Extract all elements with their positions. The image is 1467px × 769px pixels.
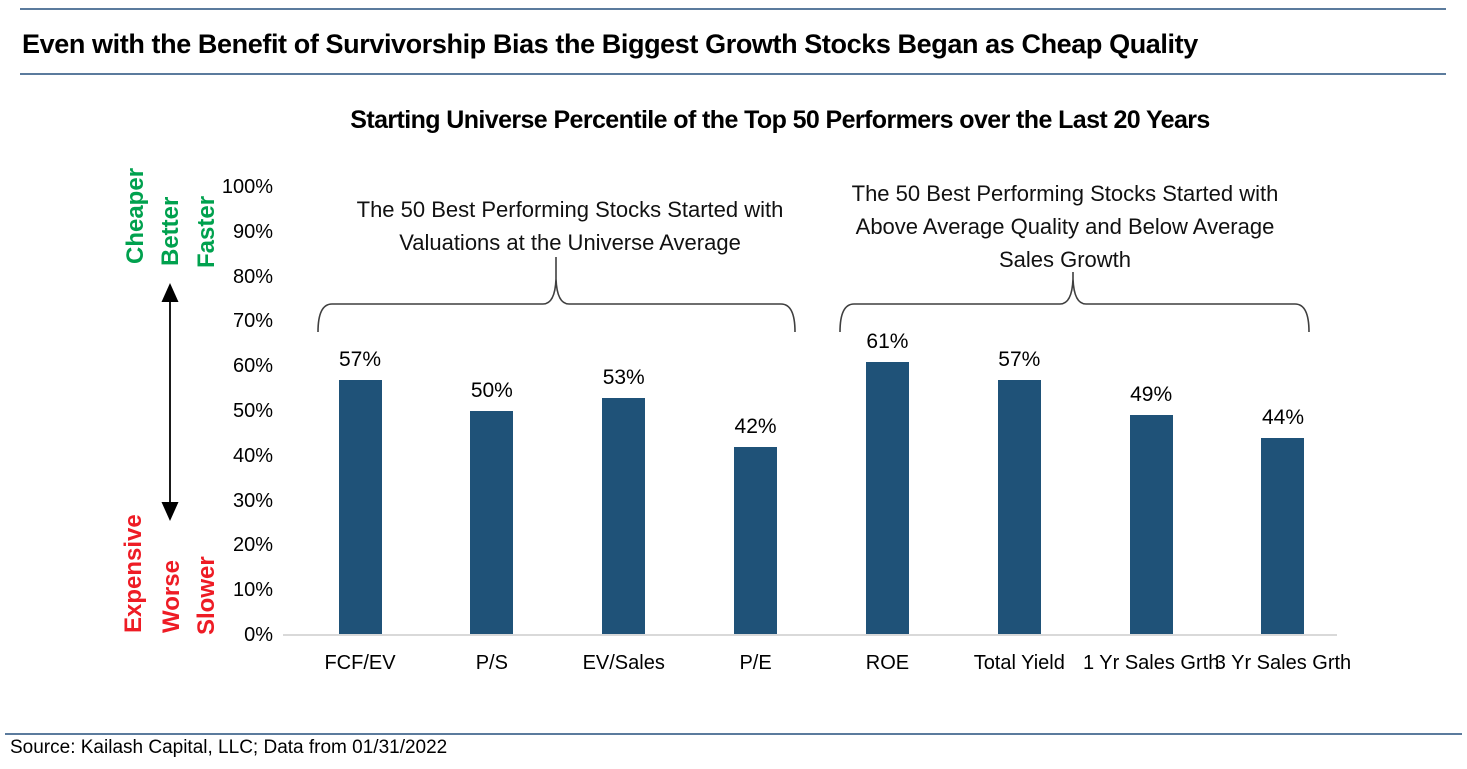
bar-1 Yr Sales Grth — [1129, 415, 1173, 635]
chart-title: Starting Universe Percentile of the Top … — [350, 106, 1210, 134]
direction-word-cheaper: Cheaper — [122, 167, 149, 264]
direction-word-better: Better — [157, 196, 184, 266]
footer-divider — [5, 733, 1462, 735]
y-axis-tick-label: 100% — [221, 176, 273, 198]
bar-value-label: 42% — [734, 414, 777, 438]
x-category-label: FCF/EV — [324, 652, 396, 674]
y-axis-tick-label: 50% — [232, 400, 273, 422]
y-axis-tick-label: 90% — [232, 220, 273, 243]
direction-word-expensive: Expensive — [120, 514, 147, 633]
title-divider — [20, 73, 1446, 75]
x-category-label: ROE — [865, 652, 910, 674]
x-category-label: 1 Yr Sales Grth — [1082, 652, 1220, 674]
bar-P/E — [734, 446, 778, 635]
y-axis-tick-label: 20% — [232, 534, 273, 557]
direction-word-worse: Worse — [158, 560, 185, 633]
y-axis-tick-label: 40% — [232, 444, 273, 467]
y-axis-tick-label: 10% — [232, 579, 273, 602]
top-divider — [20, 8, 1446, 10]
bar-EV/Sales — [602, 397, 646, 635]
group-annotation-right: The 50 Best Performing Stocks Started wi… — [851, 181, 1279, 272]
direction-word-faster: Faster — [193, 195, 220, 268]
x-axis-line — [283, 634, 1337, 636]
source-citation: Source: Kailash Capital, LLC; Data from … — [10, 737, 448, 758]
bar-value-label: 44% — [1261, 405, 1304, 429]
x-category-label: P/S — [475, 652, 508, 674]
x-category-label: P/E — [739, 652, 772, 674]
updown-arrow-icon — [161, 283, 179, 521]
page-title: Even with the Benefit of Survivorship Bi… — [22, 29, 1198, 59]
y-axis-tick-label: 0% — [244, 624, 273, 646]
bar-ROE — [865, 361, 909, 635]
bar-value-label: 49% — [1130, 383, 1173, 407]
bar-value-label: 57% — [998, 347, 1041, 371]
left-group-brace-icon — [317, 257, 796, 333]
bar-FCF/EV — [338, 379, 382, 635]
bar-3 Yr Sales Grth — [1261, 437, 1305, 635]
right-group-brace-icon — [839, 272, 1310, 333]
bar-Total Yield — [997, 379, 1041, 635]
y-axis-tick-label: 70% — [232, 310, 273, 333]
x-category-label: Total Yield — [973, 652, 1065, 674]
bar-value-label: 53% — [602, 365, 645, 389]
group-annotation-left: The 50 Best Performing Stocks Started wi… — [356, 197, 784, 255]
direction-word-slower: Slower — [193, 556, 220, 635]
x-category-label: EV/Sales — [582, 652, 665, 674]
y-axis-tick-label: 30% — [232, 489, 273, 512]
y-axis-tick-label: 80% — [232, 265, 273, 288]
x-category-label: 3 Yr Sales Grth — [1214, 652, 1352, 674]
bar-value-label: 61% — [866, 329, 909, 353]
bar-value-label: 50% — [470, 379, 513, 402]
y-axis-tick-label: 60% — [232, 355, 273, 378]
bar-P/S — [470, 411, 514, 635]
bar-value-label: 57% — [338, 347, 382, 371]
